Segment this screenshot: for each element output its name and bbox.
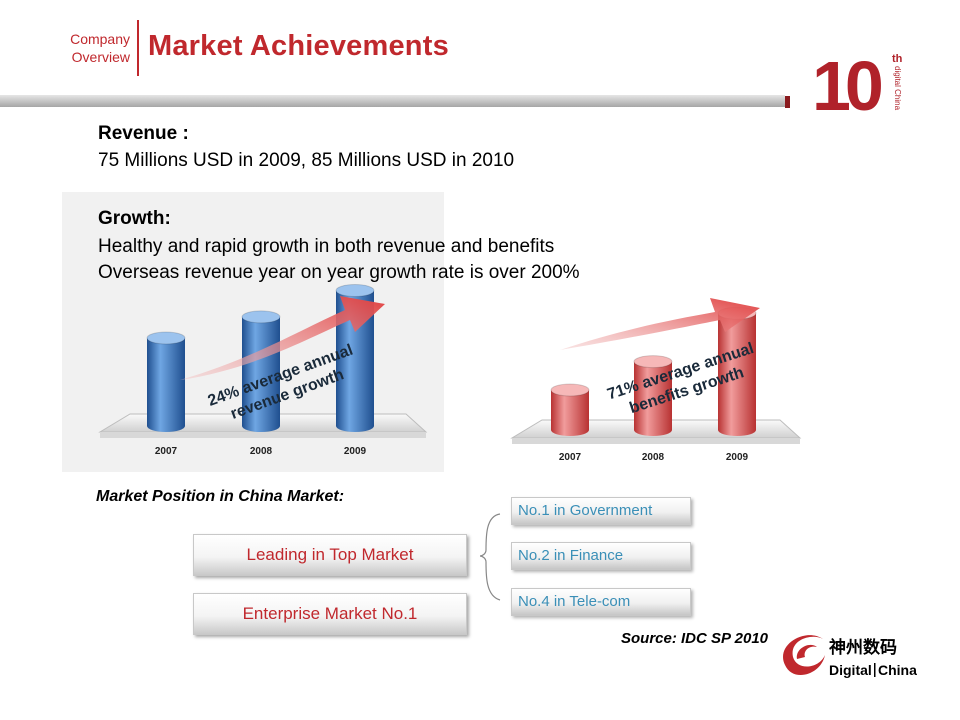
chart-bar-body [147, 338, 185, 432]
header-bar-end [785, 96, 790, 108]
chart-tick-label: 2008 [642, 452, 665, 463]
source-note: Source: IDC SP 2010 [621, 630, 769, 647]
market-item-telecom[interactable]: No.4 in Tele-com [511, 588, 691, 616]
header-divider [137, 20, 139, 76]
chart-bar [633, 355, 673, 436]
growth-arrow [560, 298, 760, 350]
chart-tick-label: 2009 [726, 452, 749, 463]
growth-line1: Healthy and rapid growth in both revenue… [98, 236, 555, 257]
section-label-line2: Overview [71, 49, 130, 65]
revenue-text: 75 Millions USD in 2009, 85 Millions USD… [98, 150, 515, 171]
chart-bar-body [634, 361, 672, 436]
chart-tick-label: 2009 [344, 446, 367, 457]
growth-heading: Growth: [98, 208, 171, 229]
chart-bar-top [550, 383, 590, 397]
chart-platform-front [512, 438, 800, 444]
chart-bar-top [146, 331, 186, 345]
chart-tick-label: 2008 [250, 446, 273, 457]
anniversary-number: 10 [812, 48, 882, 116]
growth-arrow [180, 296, 385, 380]
anniversary-caption: digital China [893, 66, 902, 111]
chart-bar [335, 283, 375, 432]
chart-bar-top [633, 355, 673, 369]
leading-top-market-button[interactable]: Leading in Top Market [193, 534, 467, 576]
growth-line2: Overseas revenue year on year growth rat… [98, 262, 580, 283]
logo-chinese: 神州数码 [829, 637, 897, 658]
anniversary-suffix: th [892, 53, 903, 65]
logo-english-right: China [878, 662, 917, 678]
anniversary-logo: 10 th digital China [812, 48, 903, 116]
bracket-connector [479, 513, 501, 601]
chart-bar-top [335, 283, 375, 297]
digital-china-logo: 神州数码 Digital China [783, 635, 917, 678]
chart-tick-label: 2007 [559, 452, 582, 463]
market-item-government[interactable]: No.1 in Government [511, 497, 691, 525]
chart-bar-body [551, 390, 589, 436]
chart-bar [146, 331, 186, 432]
header-bar [0, 95, 785, 107]
slide-title: Market Achievements [148, 30, 449, 62]
section-label: Company Overview [40, 30, 130, 66]
logo-english-left: Digital [829, 662, 872, 678]
chart-platform-front [100, 432, 426, 438]
market-heading: Market Position in China Market: [96, 488, 345, 505]
chart-bar-top [241, 310, 281, 324]
market-item-finance[interactable]: No.2 in Finance [511, 542, 691, 570]
chart-bar [550, 383, 590, 436]
revenue-heading: Revenue : [98, 123, 189, 144]
section-label-line1: Company [70, 31, 130, 47]
chart-bar-body [718, 313, 756, 436]
chart-tick-label: 2007 [155, 446, 178, 457]
chart-bar-body [336, 290, 374, 432]
enterprise-market-button[interactable]: Enterprise Market No.1 [193, 593, 467, 635]
